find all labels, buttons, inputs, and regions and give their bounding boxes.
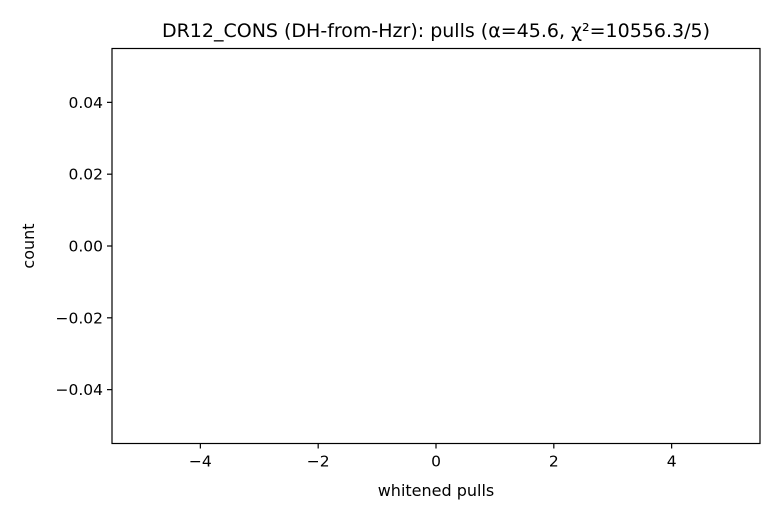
- chart-title: DR12_CONS (DH-from-Hzr): pulls (α=45.6, …: [162, 20, 710, 42]
- y-tick-label: −0.04: [56, 381, 104, 399]
- y-tick-label: −0.02: [56, 309, 104, 327]
- x-tick-label: 2: [549, 453, 559, 471]
- x-tick-label: 4: [667, 453, 677, 471]
- plot-frame: [111, 47, 761, 445]
- plot-area: [111, 47, 761, 445]
- x-axis-ticks: −4 −2 0 2 4: [189, 443, 677, 471]
- y-axis-label: count: [19, 223, 38, 268]
- x-tick-label: −2: [307, 453, 330, 471]
- x-tick-label: 0: [431, 453, 441, 471]
- y-axis-ticks: 0.04 0.02 0.00 −0.02 −0.04: [56, 94, 112, 399]
- x-tick-label: −4: [189, 453, 212, 471]
- x-axis-label: whitened pulls: [378, 481, 495, 500]
- y-tick-label: 0.02: [68, 166, 103, 184]
- y-tick-label: 0.00: [68, 238, 103, 256]
- y-tick-label: 0.04: [68, 94, 103, 112]
